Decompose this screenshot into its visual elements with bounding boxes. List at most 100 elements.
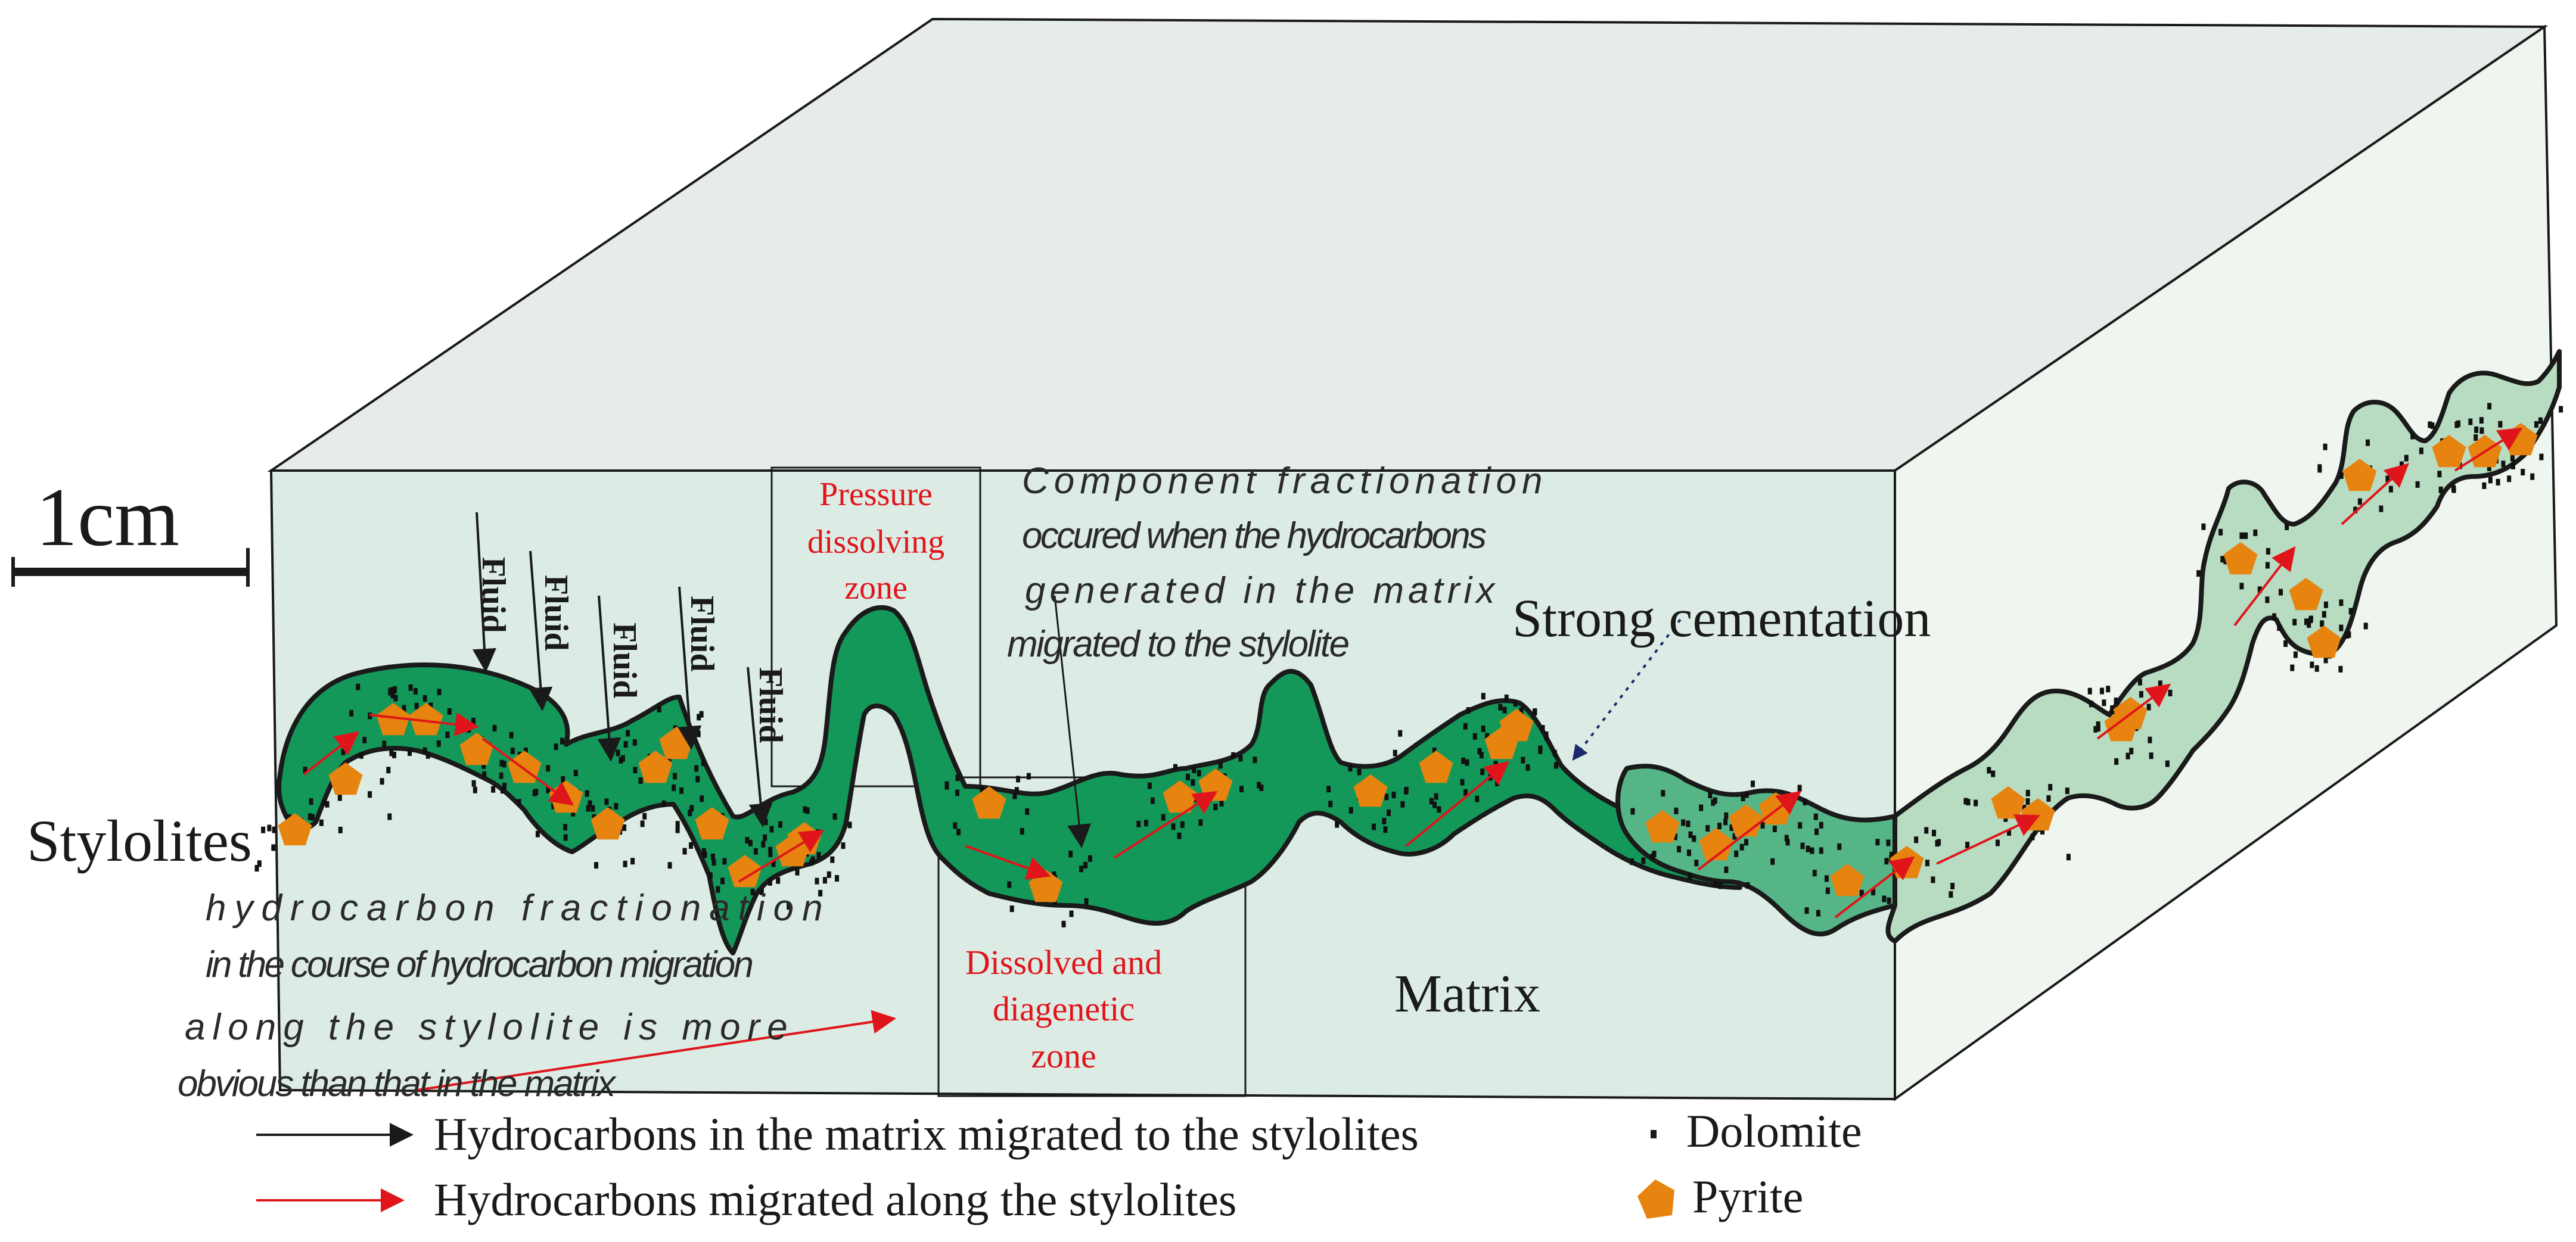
dolomite-speck xyxy=(2496,478,2500,485)
dolomite-speck xyxy=(1465,759,1469,766)
dolomite-speck xyxy=(2322,611,2326,618)
dolomite-speck xyxy=(2363,622,2368,630)
dolomite-speck xyxy=(847,821,852,829)
dolomite-speck xyxy=(2487,465,2491,471)
dolomite-speck xyxy=(1213,804,1218,811)
dolomite-speck xyxy=(1084,898,1089,905)
dolomite-speck xyxy=(604,798,609,805)
dolomite-speck xyxy=(408,749,412,756)
dolomite-speck xyxy=(2428,421,2432,428)
dolomite-speck xyxy=(1079,866,1084,873)
component-note-line-3: generated in the matrix xyxy=(1025,570,1499,611)
dolomite-speck xyxy=(393,695,398,702)
dolomite-speck xyxy=(1887,897,1891,904)
dolomite-speck xyxy=(402,705,406,712)
red-migration-arrow xyxy=(1697,790,1802,871)
dolomite-speck xyxy=(272,826,276,833)
dolomite-speck xyxy=(2046,795,2051,802)
dolomite-speck xyxy=(1552,750,1557,757)
dolomite-speck xyxy=(623,741,628,748)
dolomite-speck xyxy=(2415,481,2420,488)
dolomite-speck xyxy=(2220,556,2225,563)
component-note-line-2: occured when the hydrocarbons xyxy=(1022,515,1487,556)
dolomite-speck xyxy=(614,803,619,810)
dolomite-speck xyxy=(1677,846,1682,852)
pressure-zone-line-3: zone xyxy=(844,569,908,606)
dolomite-speck xyxy=(1965,842,1970,849)
dolomite-speck xyxy=(414,702,419,709)
seam-details xyxy=(254,403,2563,927)
dolomite-speck xyxy=(1191,779,1195,786)
dolomite-speck xyxy=(759,888,764,895)
dolomite-speck xyxy=(349,709,354,717)
dolomite-speck xyxy=(1437,806,1441,813)
component-note-line-4: migrated to the stylolite xyxy=(1007,624,1350,665)
dolomite-speck xyxy=(1532,709,1537,716)
dolomite-speck xyxy=(768,850,773,857)
hydrocarbon-note: hydrocarbon fractionation in the course … xyxy=(178,888,823,1104)
dolomite-speck xyxy=(1161,814,1166,821)
dolomite-speck xyxy=(953,822,958,829)
dolomite-speck xyxy=(673,773,678,780)
dolomite-speck xyxy=(2196,570,2201,577)
dolomite-speck xyxy=(502,761,507,768)
dolomite-speck xyxy=(980,786,984,793)
dolomite-speck xyxy=(841,842,846,849)
dolomite-speck xyxy=(491,786,496,793)
dolomite-speck xyxy=(2257,586,2262,593)
dolomite-speck xyxy=(1461,757,1466,764)
dolomite-speck xyxy=(585,790,589,797)
dolomite-speck xyxy=(499,772,504,779)
dolomite-speck xyxy=(1475,795,1480,802)
dolomite-speck xyxy=(1083,861,1088,869)
dolomite-speck xyxy=(944,783,949,790)
dolomite-speck xyxy=(341,748,346,755)
dolomite-speck xyxy=(310,814,315,821)
dolomite-speck xyxy=(620,755,625,762)
dolomite-speck xyxy=(750,888,755,895)
dolomite-speck xyxy=(1729,824,1734,831)
legend-black-arrow-label: Hydrocarbons in the matrix migrated to t… xyxy=(434,1108,1419,1160)
dolomite-speck xyxy=(2099,687,2104,695)
dolomite-speck xyxy=(2243,532,2248,539)
dolomite-speck xyxy=(1257,782,1261,789)
dolomite-speck xyxy=(1357,768,1362,776)
dolomite-speck xyxy=(509,731,514,739)
dolomite-speck xyxy=(2366,439,2370,446)
dolomite-speck xyxy=(2065,787,2069,795)
dolomite-speck xyxy=(1806,845,1810,852)
dolomite-speck xyxy=(428,702,433,709)
dolomite-speck xyxy=(622,824,627,831)
legend: Hydrocarbons in the matrix migrated to t… xyxy=(256,1105,1862,1225)
dolomite-speck xyxy=(2089,701,2093,708)
dolomite-speck xyxy=(2239,532,2244,539)
dolomite-speck xyxy=(640,820,645,827)
dolomite-speck xyxy=(1974,799,1978,807)
dolomite-speck xyxy=(502,782,507,789)
dolomite-speck xyxy=(1150,797,1155,804)
dolomite-speck xyxy=(1734,850,1739,857)
dolomite-speck xyxy=(319,819,324,826)
dolomite-speck xyxy=(626,730,630,737)
dolomite-speck xyxy=(1804,907,1809,914)
dolomite-speck xyxy=(2308,617,2313,624)
pyrite-grain xyxy=(1163,780,1197,813)
dolomite-speck xyxy=(1429,798,1434,805)
dolomite-speck xyxy=(763,818,768,826)
dolomite-speck xyxy=(386,767,391,774)
dolomite-speck xyxy=(2501,460,2506,468)
dolomite-speck xyxy=(2379,505,2384,512)
dolomite-speck xyxy=(2293,651,2298,658)
dolomite-speck xyxy=(2114,758,2119,765)
dolomite-speck xyxy=(2339,599,2344,606)
dolomite-speck xyxy=(1348,765,1353,772)
dolomite-speck xyxy=(2539,453,2544,460)
dolomite-speck xyxy=(359,752,363,759)
dolomite-speck xyxy=(1688,831,1693,838)
dolomite-speck xyxy=(2530,473,2535,480)
dolomite-speck xyxy=(1686,820,1691,827)
dolomite-speck xyxy=(689,842,693,849)
dolomite-speck xyxy=(1052,871,1056,878)
red-migration-arrow xyxy=(1113,790,1218,859)
dolomite-speck xyxy=(771,860,776,867)
